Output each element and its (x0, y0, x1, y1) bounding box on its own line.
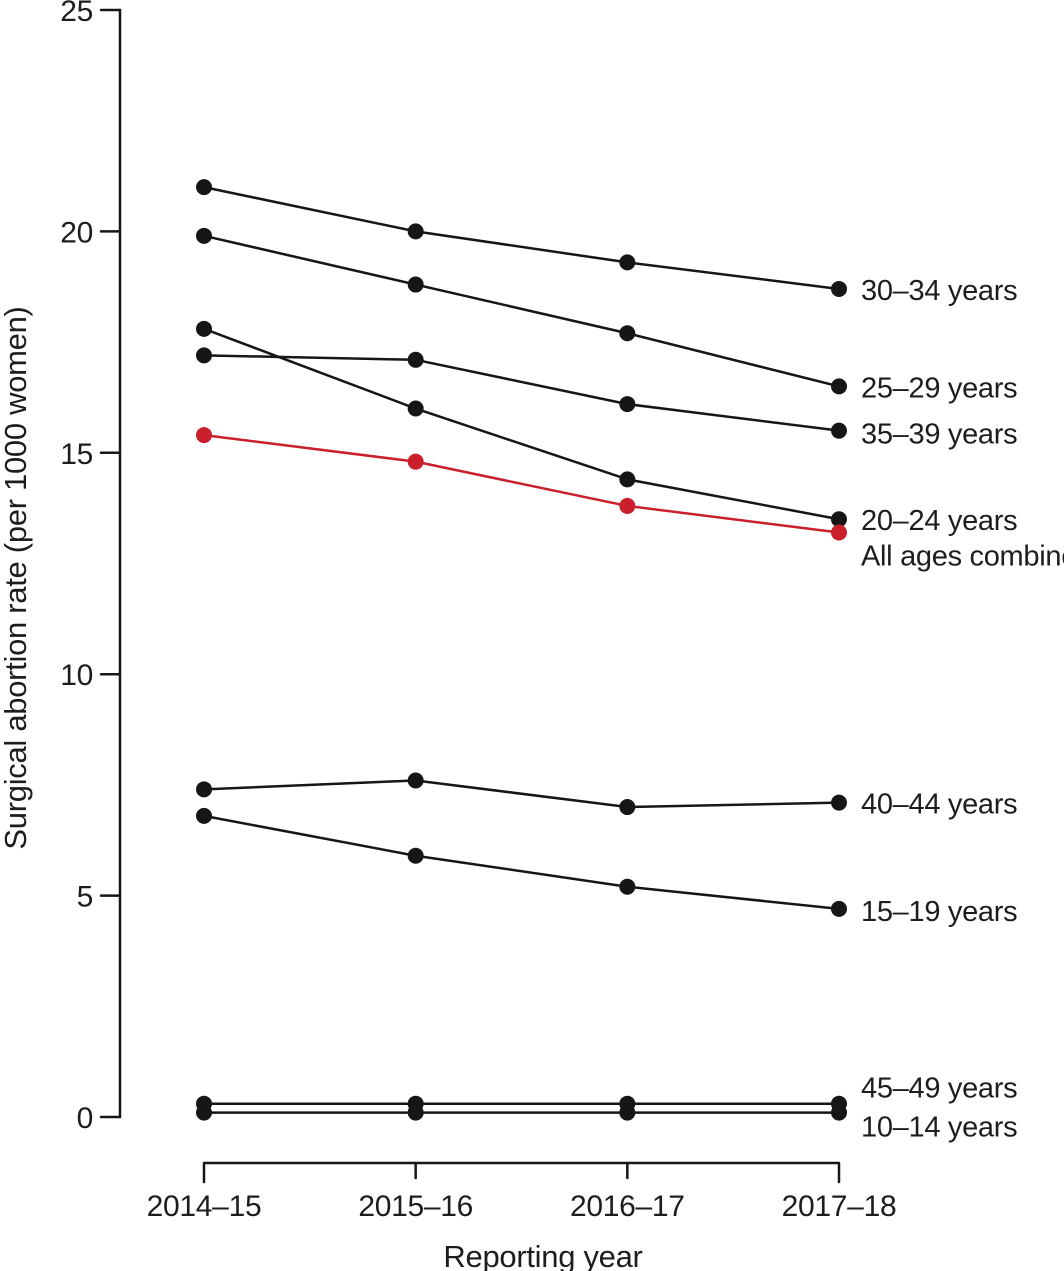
data-point (407, 772, 424, 789)
series-line (202, 354, 841, 432)
data-point (407, 847, 424, 864)
x-tick-label: 2016–17 (570, 1190, 685, 1223)
data-point (831, 1104, 847, 1121)
data-point (196, 227, 212, 244)
series-label: 20–24 years (861, 505, 1017, 537)
y-tick-label: 5 (77, 881, 93, 914)
series-label: 25–29 years (861, 372, 1017, 404)
series-label: 35–39 years (861, 419, 1017, 451)
data-point (831, 422, 847, 439)
y-tick-label: 20 (60, 216, 93, 249)
x-axis-title: Reporting year (443, 1239, 642, 1271)
data-point (196, 807, 212, 824)
y-tick-label: 10 (60, 659, 93, 692)
series-line (202, 234, 841, 388)
data-point (407, 400, 424, 417)
series-labels: 30–34 years 25–29 years 35–39 years 20–24 y… (861, 275, 1064, 1144)
y-axis: 0 5 10 15 20 25 (60, 0, 122, 1135)
x-axis: 2014–15 2015–16 2016–17 2017–18 (147, 1161, 897, 1223)
series-label: 40–44 years (861, 789, 1017, 821)
y-tick-label: 25 (60, 0, 93, 28)
data-point (196, 427, 212, 444)
data-point (831, 511, 847, 528)
series-line (202, 433, 841, 534)
data-point (407, 276, 424, 293)
series-line (202, 814, 841, 911)
series-line (202, 779, 841, 809)
y-tick-label: 15 (60, 438, 93, 471)
series-label: 15–19 years (861, 896, 1017, 928)
data-point (619, 799, 636, 816)
data-point (619, 254, 636, 271)
data-point (407, 1104, 424, 1121)
data-point (831, 794, 847, 811)
data-point (407, 223, 424, 240)
data-point (407, 453, 424, 470)
series-label: 45–49 years (861, 1073, 1017, 1105)
x-tick-label: 2017–18 (782, 1190, 897, 1223)
y-tick-label: 0 (77, 1102, 93, 1135)
data-point (196, 347, 212, 364)
data-point (619, 1104, 636, 1121)
series-lines (196, 179, 847, 1121)
data-point (619, 325, 636, 342)
x-tick-label: 2014–15 (147, 1190, 262, 1223)
series-line (202, 327, 841, 521)
data-point (619, 396, 636, 413)
series-label: 10–14 years (861, 1112, 1017, 1144)
x-axis-bracket (202, 1161, 841, 1184)
data-point (831, 280, 847, 297)
data-point (196, 320, 212, 337)
data-point (619, 497, 636, 514)
data-point (407, 351, 424, 368)
series-label: 30–34 years (861, 275, 1017, 307)
data-point (196, 1104, 212, 1121)
series-line (202, 185, 841, 291)
data-point (619, 471, 636, 488)
y-axis-title: Surgical abortion rate (per 1000 women) (0, 306, 33, 849)
data-point (831, 900, 847, 917)
data-point (831, 524, 847, 541)
data-point (619, 878, 636, 895)
series-label: All ages combined (861, 541, 1064, 573)
data-point (196, 179, 212, 196)
data-point (831, 378, 847, 395)
x-tick-label: 2015–16 (358, 1190, 473, 1223)
data-point (196, 781, 212, 798)
